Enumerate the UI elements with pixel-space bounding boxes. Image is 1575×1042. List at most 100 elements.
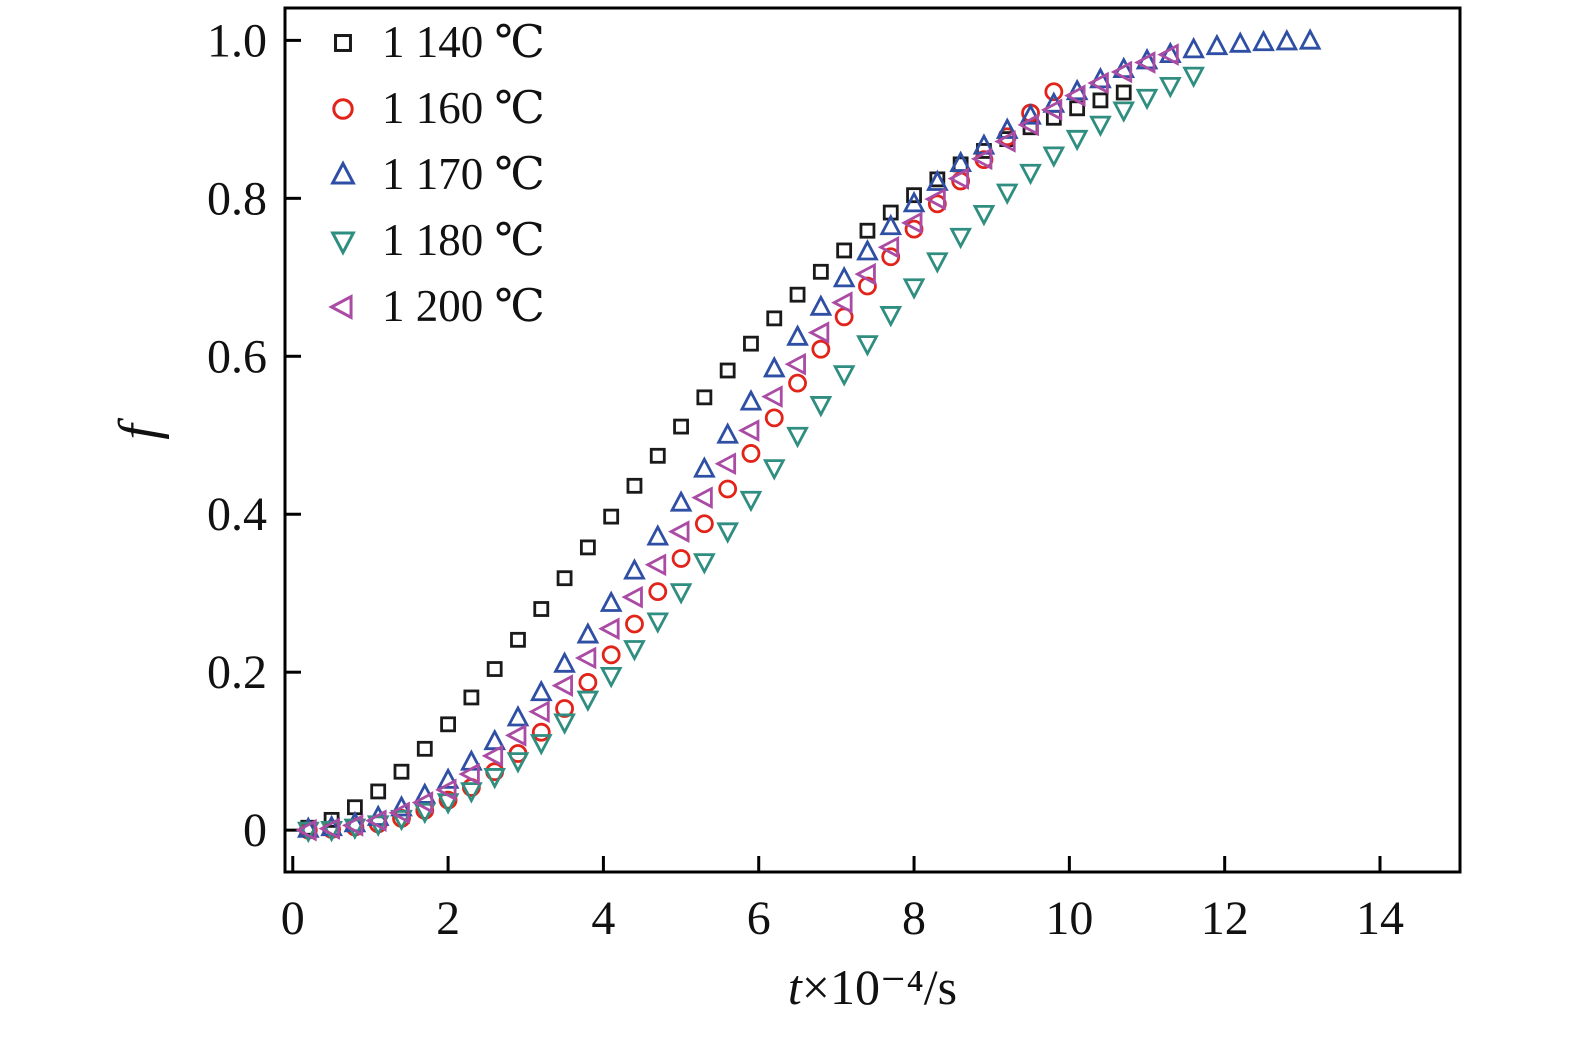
x-tick-label: 8 — [902, 892, 926, 945]
data-point-marker — [334, 33, 352, 52]
data-point-marker — [330, 159, 356, 185]
data-point-marker — [766, 310, 783, 327]
data-point-marker — [598, 617, 620, 641]
data-point-marker — [737, 419, 760, 442]
data-point-marker — [623, 558, 646, 580]
y-tick-label: 0.6 — [207, 330, 267, 383]
data-point-marker — [440, 716, 456, 733]
data-point-marker — [579, 539, 596, 556]
y-tick-label: 0 — [243, 804, 267, 857]
data-point-marker — [879, 213, 903, 236]
data-point-marker — [551, 674, 573, 697]
data-point-marker — [341, 814, 364, 837]
data-point-marker — [1205, 33, 1229, 56]
data-point-marker — [902, 278, 926, 300]
data-point-marker — [714, 452, 737, 476]
data-point-marker — [788, 373, 807, 393]
data-point-marker — [716, 422, 739, 444]
data-point-marker — [1275, 28, 1299, 51]
data-point-marker — [1044, 82, 1064, 102]
data-point-marker — [807, 321, 830, 344]
data-point-marker — [809, 396, 833, 418]
x-tick-label: 0 — [281, 892, 305, 945]
data-point-marker — [463, 689, 480, 706]
data-point-marker — [1064, 84, 1086, 107]
data-point-marker — [972, 204, 996, 227]
data-point-marker — [1110, 60, 1133, 84]
data-point-marker — [784, 352, 806, 376]
data-point-marker — [859, 222, 876, 239]
data-point-marker — [458, 762, 480, 786]
data-point-marker — [1019, 163, 1042, 186]
legend-marker-triangle-down-icon — [330, 230, 356, 256]
data-point-marker — [625, 614, 644, 634]
data-point-marker — [696, 389, 713, 406]
data-point-marker — [716, 522, 739, 544]
data-point-marker — [743, 335, 759, 352]
data-point-marker — [388, 801, 410, 825]
data-point-marker — [646, 612, 670, 634]
data-point-marker — [553, 651, 576, 673]
data-point-marker — [576, 690, 600, 713]
legend-item-1200: 1 200 ℃ — [328, 280, 545, 333]
legend-item-1160: 1 160 ℃ — [328, 82, 545, 135]
data-point-marker — [1182, 66, 1205, 89]
data-point-marker — [332, 97, 354, 120]
data-point-marker — [1087, 71, 1109, 95]
data-point-marker — [947, 167, 970, 190]
data-point-marker — [460, 782, 483, 804]
data-point-marker — [856, 239, 879, 261]
data-point-marker — [576, 622, 600, 644]
data-point-marker — [761, 385, 783, 408]
series-triangle-down — [296, 66, 1205, 844]
data-point-marker — [1157, 43, 1179, 66]
data-point-marker — [318, 817, 340, 840]
data-point-marker — [809, 294, 833, 316]
data-point-marker — [669, 583, 693, 605]
data-point-marker — [786, 324, 809, 346]
data-point-marker — [486, 661, 503, 677]
data-point-marker — [413, 802, 437, 825]
data-point-marker — [1182, 36, 1205, 59]
data-point-marker — [691, 486, 713, 509]
x-tick-label: 10 — [1045, 892, 1093, 945]
data-point-marker — [1298, 28, 1322, 50]
data-point-marker — [1065, 129, 1089, 152]
data-point-marker — [719, 362, 736, 379]
data-point-marker — [644, 553, 667, 577]
data-point-marker — [739, 490, 763, 513]
data-point-marker — [926, 252, 949, 274]
data-point-marker — [831, 291, 853, 314]
data-point-marker — [529, 734, 553, 756]
data-point-marker — [1115, 84, 1132, 101]
data-point-marker — [1065, 78, 1089, 101]
legend-label: 1 170 ℃ — [382, 149, 545, 199]
legend-label: 1 140 ℃ — [382, 17, 545, 67]
data-point-marker — [949, 227, 972, 250]
x-tick-label: 6 — [747, 892, 771, 945]
x-axis-label-variable: t — [787, 959, 802, 1015]
legend: 1 140 ℃ 1 160 ℃ 1 170 ℃ 1 180 ℃ 1 200 ℃ — [328, 16, 545, 333]
data-point-marker — [926, 169, 949, 191]
legend-label: 1 160 ℃ — [382, 83, 545, 133]
x-axis-label-units: ×10⁻⁴/s — [801, 959, 958, 1015]
legend-item-1170: 1 170 ℃ — [328, 148, 545, 201]
data-point-marker — [669, 490, 693, 512]
x-tick-label: 14 — [1356, 892, 1404, 945]
data-point-marker — [528, 700, 550, 724]
data-point-marker — [741, 444, 761, 463]
data-point-marker — [393, 763, 410, 780]
data-point-marker — [553, 713, 576, 735]
data-point-marker — [295, 818, 317, 842]
data-point-marker — [411, 791, 434, 814]
y-tick-label: 0.2 — [207, 646, 267, 699]
data-point-marker — [832, 365, 856, 387]
data-point-marker — [879, 306, 903, 328]
legend-item-1140: 1 140 ℃ — [328, 16, 545, 69]
data-point-marker — [906, 187, 922, 204]
x-tick-label: 4 — [591, 892, 615, 945]
data-point-marker — [1159, 76, 1182, 99]
data-point-marker — [970, 147, 993, 171]
data-point-marker — [856, 335, 879, 357]
